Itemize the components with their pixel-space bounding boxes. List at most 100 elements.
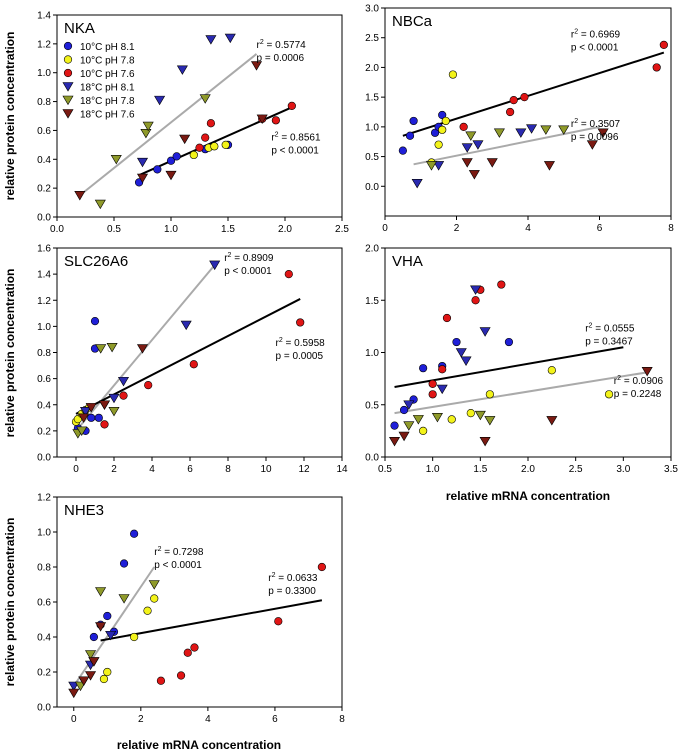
legend-label: 18°C pH 7.8 xyxy=(80,96,135,107)
panel-3-point xyxy=(136,344,149,354)
panel-2-fit-line-1 xyxy=(402,51,665,137)
panel-3-point xyxy=(117,376,130,387)
panel-1-point xyxy=(250,61,263,71)
panel-4-ytick-label: 0.0 xyxy=(365,453,379,464)
panel-4-point xyxy=(546,416,558,426)
panel-5-point xyxy=(119,559,129,568)
legend-label: 10°C pH 7.6 xyxy=(80,69,135,80)
panel-5-point xyxy=(143,606,152,615)
panel-3-point xyxy=(209,260,221,271)
panel-2-point xyxy=(520,93,529,102)
panel-4-point xyxy=(474,410,486,421)
panel-2-xtick-label: 0 xyxy=(382,223,388,234)
panel-5-ytick-label: 1.2 xyxy=(37,493,51,504)
panel-1-ytick-label: 1.2 xyxy=(37,39,51,50)
panel-4-xtick-label: 2.5 xyxy=(569,464,583,475)
panel-3-ytick-label: 1.6 xyxy=(37,244,51,255)
panel-1-point xyxy=(172,152,181,161)
panel-5-point xyxy=(156,676,166,685)
panel-2-point xyxy=(506,107,515,117)
panel-2-point xyxy=(659,40,668,49)
x-axis-label: relative mRNA concentration xyxy=(117,738,281,752)
panel-4-point xyxy=(390,421,399,430)
panel-1-point xyxy=(199,94,211,104)
panel-4-point xyxy=(470,285,482,295)
panel-5-title: NHE3 xyxy=(64,502,104,519)
panel-5-fit-line-2 xyxy=(100,599,323,642)
panel-1-point xyxy=(271,116,280,125)
panel-5-ytick-label: 0.6 xyxy=(37,598,51,609)
panel-2-point xyxy=(459,122,468,131)
panel-5-xtick-label: 4 xyxy=(205,714,211,725)
panel-2-ytick-label: 2.5 xyxy=(365,33,379,44)
panel-1-fit-line-1 xyxy=(79,53,258,197)
panel-3-p-label-1: p < 0.0001 xyxy=(224,266,272,277)
panel-5-ytick-label: 0.4 xyxy=(37,633,51,644)
panel-4-point xyxy=(447,415,456,424)
panel-2-point xyxy=(434,140,443,149)
panel-1-xtick-label: 0.5 xyxy=(107,224,121,235)
panel-5-point xyxy=(176,671,186,680)
panel-5-point xyxy=(78,676,90,686)
panel-2-point xyxy=(486,158,498,168)
panel-1-point xyxy=(176,65,188,75)
panel-1-frame xyxy=(56,14,343,218)
panel-4-xtick-label: 3.0 xyxy=(616,464,630,475)
panel-2-point xyxy=(468,170,480,180)
panel-5-point xyxy=(190,643,199,652)
panel-4-xtick-label: 2.0 xyxy=(521,464,535,475)
panel-5-ytick-label: 0.0 xyxy=(37,703,51,714)
panel-1-point xyxy=(287,101,296,110)
legend-marker xyxy=(62,109,74,119)
panel-4-xtick-label: 3.5 xyxy=(664,464,678,475)
panel-5-point xyxy=(95,622,107,632)
panel-3-point xyxy=(79,406,92,417)
panel-2-point xyxy=(405,131,415,140)
legend-label: 10°C pH 7.8 xyxy=(80,56,135,67)
panel-5-r2-label-1: r2 = 0.7298 xyxy=(154,546,204,558)
panel-5-point xyxy=(85,650,97,660)
legend-label: 18°C pH 8.1 xyxy=(80,83,135,94)
panel-2-point xyxy=(438,125,447,134)
panel-1-point xyxy=(136,157,149,168)
panel-4-p-label-1: p = 0.3467 xyxy=(585,337,633,348)
panel-1-fit-line-2 xyxy=(138,106,293,177)
panel-2-r2-label-2: r2 = 0.3507 xyxy=(571,118,621,130)
panel-2-point xyxy=(433,161,445,171)
panel-2-point xyxy=(509,96,518,105)
panel-5-point xyxy=(130,529,139,538)
panel-3-point xyxy=(189,360,198,369)
panel-4-point xyxy=(403,421,415,431)
panel-1-point xyxy=(256,114,268,124)
panel-4-point xyxy=(428,379,437,388)
panel-3-xtick-label: 2 xyxy=(111,464,117,475)
legend-label: 18°C pH 7.6 xyxy=(80,110,135,121)
panel-3-point xyxy=(100,420,109,429)
panel-2-point xyxy=(441,116,450,126)
panel-2-point xyxy=(472,140,484,150)
panel-4-point xyxy=(419,426,428,435)
panel-4-point xyxy=(398,431,410,442)
panel-5-point xyxy=(183,648,192,657)
panel-3-ytick-label: 0.2 xyxy=(37,426,51,437)
panel-3-ytick-label: 1.0 xyxy=(37,322,51,333)
panel-5-point xyxy=(103,667,112,677)
panel-5-point xyxy=(118,594,130,604)
panel-1-ytick-label: 0.2 xyxy=(37,184,51,195)
panel-3-xtick-label: 0 xyxy=(73,464,79,475)
panel-2-ytick-label: 0.0 xyxy=(365,182,379,193)
panel-3-ytick-label: 0.4 xyxy=(37,400,51,411)
panel-1-point xyxy=(74,191,86,201)
panel-3-ytick-label: 0.0 xyxy=(37,453,51,464)
panel-5-p-label-1: p < 0.0001 xyxy=(154,560,202,571)
panel-2-xtick-label: 8 xyxy=(668,223,674,234)
panel-4-point xyxy=(431,412,443,423)
panel-1-xtick-label: 0.0 xyxy=(50,224,64,235)
panel-1-point xyxy=(205,35,217,45)
panel-1-point xyxy=(165,170,177,181)
panel-4-point xyxy=(389,437,401,447)
panel-2-ytick-label: 3.0 xyxy=(365,4,379,15)
panel-3-point xyxy=(108,406,120,417)
panel-2-frame xyxy=(384,7,672,217)
panel-5-ytick-label: 1.0 xyxy=(37,528,51,539)
